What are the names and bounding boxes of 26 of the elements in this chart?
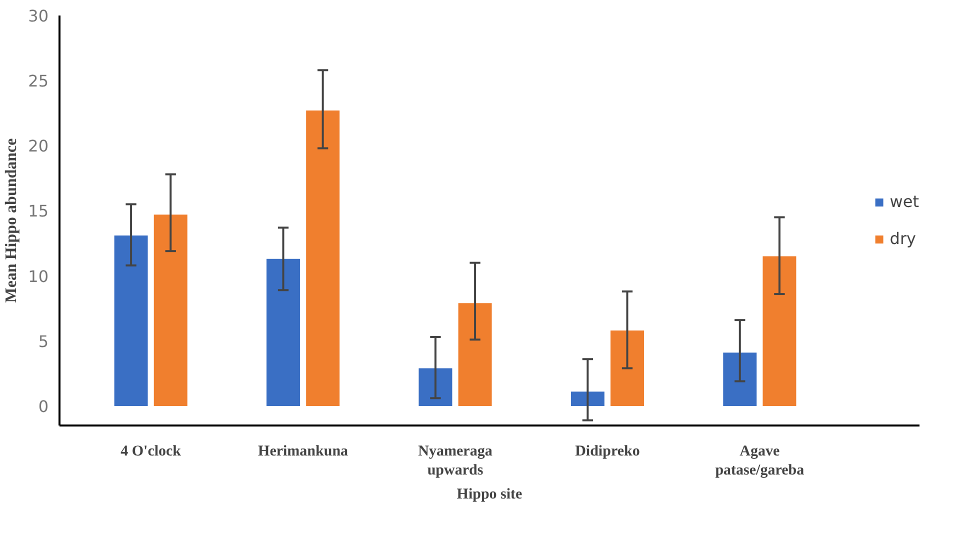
bar — [458, 303, 492, 406]
bar — [610, 330, 644, 406]
x-tick-label: Nyameraga upwards — [418, 444, 493, 479]
legend-label: dry — [890, 229, 916, 248]
x-tick-label: 4 O'clock — [120, 444, 182, 460]
bar — [723, 352, 757, 406]
bar — [154, 214, 188, 406]
bar — [114, 235, 148, 406]
legend-label: wet — [890, 192, 919, 211]
bar — [306, 110, 340, 406]
y-tick-label: 20 — [28, 136, 48, 156]
y-tick-label: 0 — [38, 396, 49, 416]
y-tick-label: 25 — [28, 72, 48, 91]
y-axis-title: Mean Hippo abundance — [3, 138, 20, 303]
bar — [418, 368, 452, 406]
y-tick-label: 10 — [28, 266, 48, 286]
bar — [570, 392, 604, 406]
y-tick-label: 30 — [28, 6, 48, 26]
x-tick-label: Didipreko — [575, 444, 640, 460]
y-tick-label: 15 — [28, 202, 48, 221]
bar — [762, 256, 796, 406]
y-tick-label: 5 — [38, 332, 49, 351]
x-tick-label: Agave patase/gareba — [715, 444, 805, 479]
x-axis-title: Hippo site — [456, 486, 523, 503]
x-tick-label: Herimankuna — [258, 444, 349, 460]
bar — [266, 258, 300, 406]
